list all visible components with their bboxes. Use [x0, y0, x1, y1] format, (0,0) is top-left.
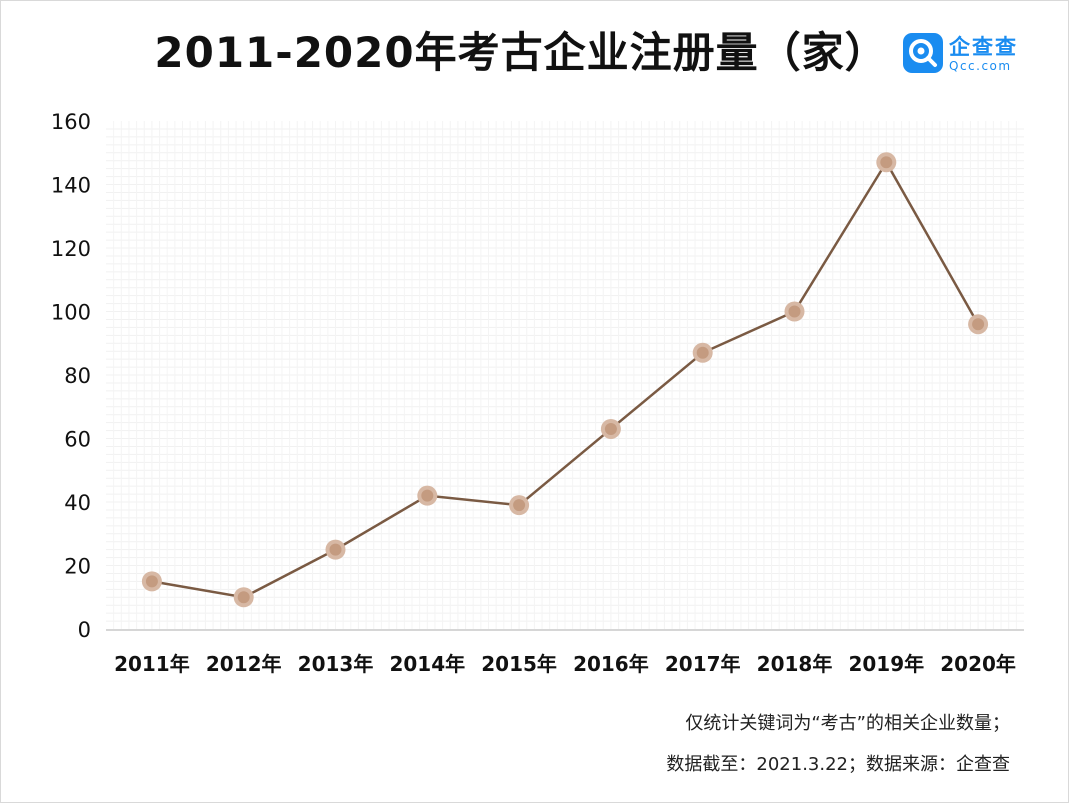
data-point-marker	[788, 305, 801, 318]
footnote-source: 数据截至：2021.3.22；数据来源：企查查	[666, 754, 1010, 775]
x-tick-label: 2015年	[481, 652, 557, 676]
x-tick-label: 2018年	[757, 652, 833, 676]
footnote-scope: 仅统计关键词为“考古”的相关企业数量；	[685, 713, 1010, 734]
qcc-magnifier-icon	[903, 33, 943, 73]
data-point-marker	[604, 422, 617, 435]
x-tick-label: 2014年	[389, 652, 465, 676]
data-point-marker	[237, 591, 250, 604]
y-tick-label: 140	[51, 174, 91, 198]
x-tick-label: 2019年	[848, 652, 924, 676]
y-tick-label: 120	[51, 237, 91, 261]
qcc-logo: 企查查 Qcc.com	[903, 31, 1028, 77]
data-point	[509, 495, 530, 516]
y-tick-label: 160	[51, 110, 91, 134]
data-point-marker	[513, 499, 526, 512]
data-point-marker	[972, 318, 985, 331]
data-point	[876, 152, 897, 173]
data-point	[692, 342, 713, 363]
data-point	[784, 301, 805, 322]
data-point-marker	[145, 575, 158, 588]
data-point	[325, 539, 346, 560]
logo-domain: Qcc.com	[949, 59, 1012, 73]
y-tick-label: 80	[64, 364, 91, 388]
data-point	[141, 571, 162, 592]
line-chart: 0 20 40 60 80 100 120 140 160 2011年 2012年 2013年 2014…	[51, 110, 1024, 676]
data-point-marker	[880, 156, 893, 169]
data-point	[233, 587, 254, 608]
x-tick-label: 2011年	[114, 652, 190, 676]
x-tick-label: 2012年	[206, 652, 282, 676]
y-tick-label: 0	[78, 618, 91, 642]
y-tick-label: 100	[51, 301, 91, 325]
data-point-marker	[329, 543, 342, 556]
logo-name: 企查查	[949, 35, 1018, 59]
chart-title: 2011-2020年考古企业注册量（家）	[154, 28, 888, 77]
data-point-marker	[696, 346, 709, 359]
x-tick-label: 2016年	[573, 652, 649, 676]
y-tick-label: 40	[64, 491, 91, 515]
series-line	[151, 159, 980, 599]
y-tick-label: 20	[64, 555, 91, 579]
data-point-marker	[421, 489, 434, 502]
data-point	[600, 418, 621, 439]
x-tick-label: 2020年	[940, 652, 1016, 676]
x-tick-label: 2017年	[665, 652, 741, 676]
data-point	[417, 485, 438, 506]
x-tick-label: 2013年	[298, 652, 374, 676]
data-point	[968, 314, 989, 335]
y-tick-label: 60	[64, 428, 91, 452]
